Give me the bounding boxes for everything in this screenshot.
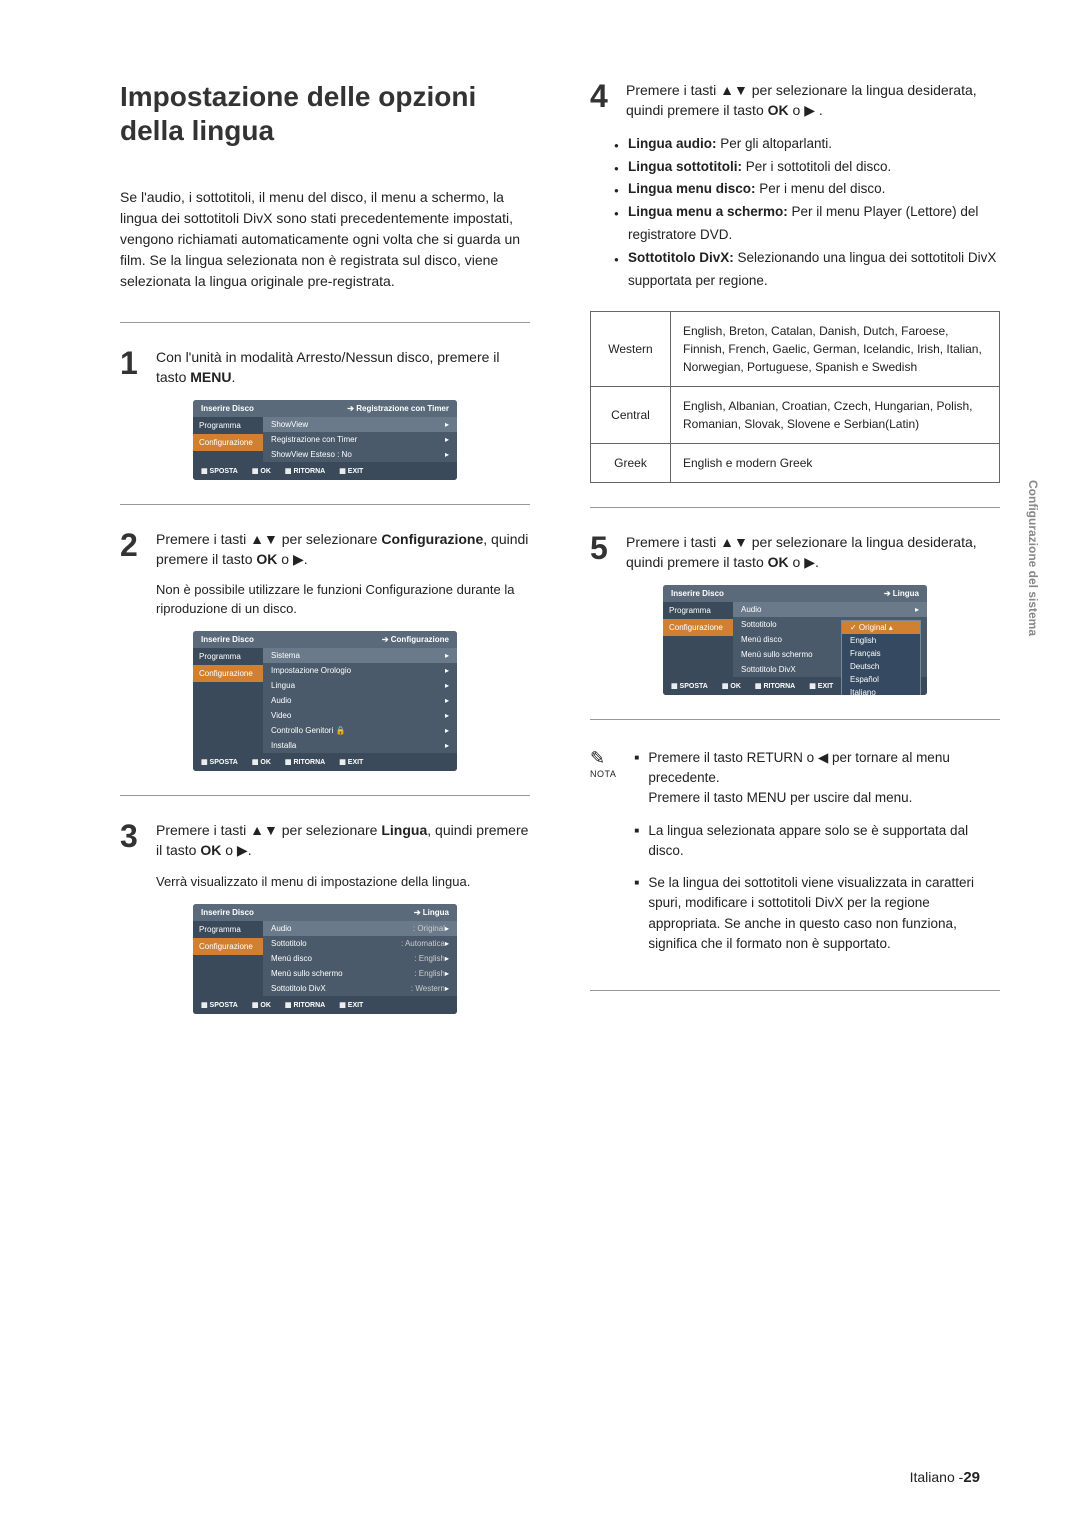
pencil-icon: ✎	[590, 748, 616, 769]
divider	[120, 504, 530, 505]
step-3: 3 Premere i tasti ▲▼ per selezionare Lin…	[120, 820, 530, 861]
note-item: Premere il tasto RETURN o ◀ per tornare …	[634, 748, 1000, 809]
step4-bullet-list: Lingua audio: Per gli altoparlanti.Lingu…	[628, 133, 1000, 294]
divider	[590, 719, 1000, 720]
bullet-item: Sottotitolo DivX: Selezionando una lingu…	[628, 247, 1000, 293]
step-5: 5 Premere i tasti ▲▼ per selezionare la …	[590, 532, 1000, 573]
step-1: 1 Con l'unità in modalità Arresto/Nessun…	[120, 347, 530, 388]
note-item: Se la lingua dei sottotitoli viene visua…	[634, 873, 1000, 954]
osd-screenshot-3: Inserire Disco➔ Lingua ProgrammaConfigur…	[193, 904, 457, 1014]
left-column: Impostazione delle opzioni della lingua …	[120, 80, 530, 1034]
osd-screenshot-2: Inserire Disco➔ Configurazione Programma…	[193, 631, 457, 771]
table-row: WesternEnglish, Breton, Catalan, Danish,…	[591, 312, 1000, 387]
step-text: Premere i tasti ▲▼ per selezionare Lingu…	[156, 820, 530, 861]
intro-text: Se l'audio, i sottotitoli, il menu del d…	[120, 187, 530, 292]
page-number: Italiano -29	[910, 1469, 980, 1486]
step-text: Con l'unità in modalità Arresto/Nessun d…	[156, 347, 530, 388]
language-region-table: WesternEnglish, Breton, Catalan, Danish,…	[590, 311, 1000, 483]
bullet-item: Lingua audio: Per gli altoparlanti.	[628, 133, 1000, 156]
divider	[590, 990, 1000, 991]
section-side-tab: Configurazione del sistema	[1026, 480, 1040, 636]
bullet-item: Lingua menu disco: Per i menu del disco.	[628, 178, 1000, 201]
note-label: NOTA	[590, 769, 616, 779]
step-text: Premere i tasti ▲▼ per selezionare la li…	[626, 532, 1000, 573]
divider	[120, 795, 530, 796]
divider	[590, 507, 1000, 508]
table-row: GreekEnglish e modern Greek	[591, 444, 1000, 483]
bullet-item: Lingua sottotitoli: Per i sottotitoli de…	[628, 156, 1000, 179]
step-text: Premere i tasti ▲▼ per selezionare Confi…	[156, 529, 530, 570]
right-column: 4 Premere i tasti ▲▼ per selezionare la …	[590, 80, 1000, 1034]
table-row: CentralEnglish, Albanian, Croatian, Czec…	[591, 387, 1000, 444]
page-title: Impostazione delle opzioni della lingua	[120, 80, 530, 147]
bullet-item: Lingua menu a schermo: Per il menu Playe…	[628, 201, 1000, 247]
step-number: 4	[590, 80, 618, 121]
step-text: Premere i tasti ▲▼ per selezionare la li…	[626, 80, 1000, 121]
step-subtext: Verrà visualizzato il menu di impostazio…	[156, 873, 530, 892]
step-subtext: Non è possibile utilizzare le funzioni C…	[156, 581, 530, 619]
note-block: ✎ NOTA Premere il tasto RETURN o ◀ per t…	[590, 748, 1000, 966]
step-2: 2 Premere i tasti ▲▼ per selezionare Con…	[120, 529, 530, 570]
step-number: 3	[120, 820, 148, 861]
step-4: 4 Premere i tasti ▲▼ per selezionare la …	[590, 80, 1000, 121]
divider	[120, 322, 530, 323]
note-item: La lingua selezionata appare solo se è s…	[634, 821, 1000, 862]
note-list: Premere il tasto RETURN o ◀ per tornare …	[634, 748, 1000, 966]
step-number: 5	[590, 532, 618, 573]
osd-screenshot-4: Inserire Disco➔ Lingua ProgrammaConfigur…	[663, 585, 927, 695]
step-number: 2	[120, 529, 148, 570]
note-icon-col: ✎ NOTA	[590, 748, 616, 966]
step-number: 1	[120, 347, 148, 388]
osd-screenshot-1: Inserire Disco➔ Registrazione con Timer …	[193, 400, 457, 480]
